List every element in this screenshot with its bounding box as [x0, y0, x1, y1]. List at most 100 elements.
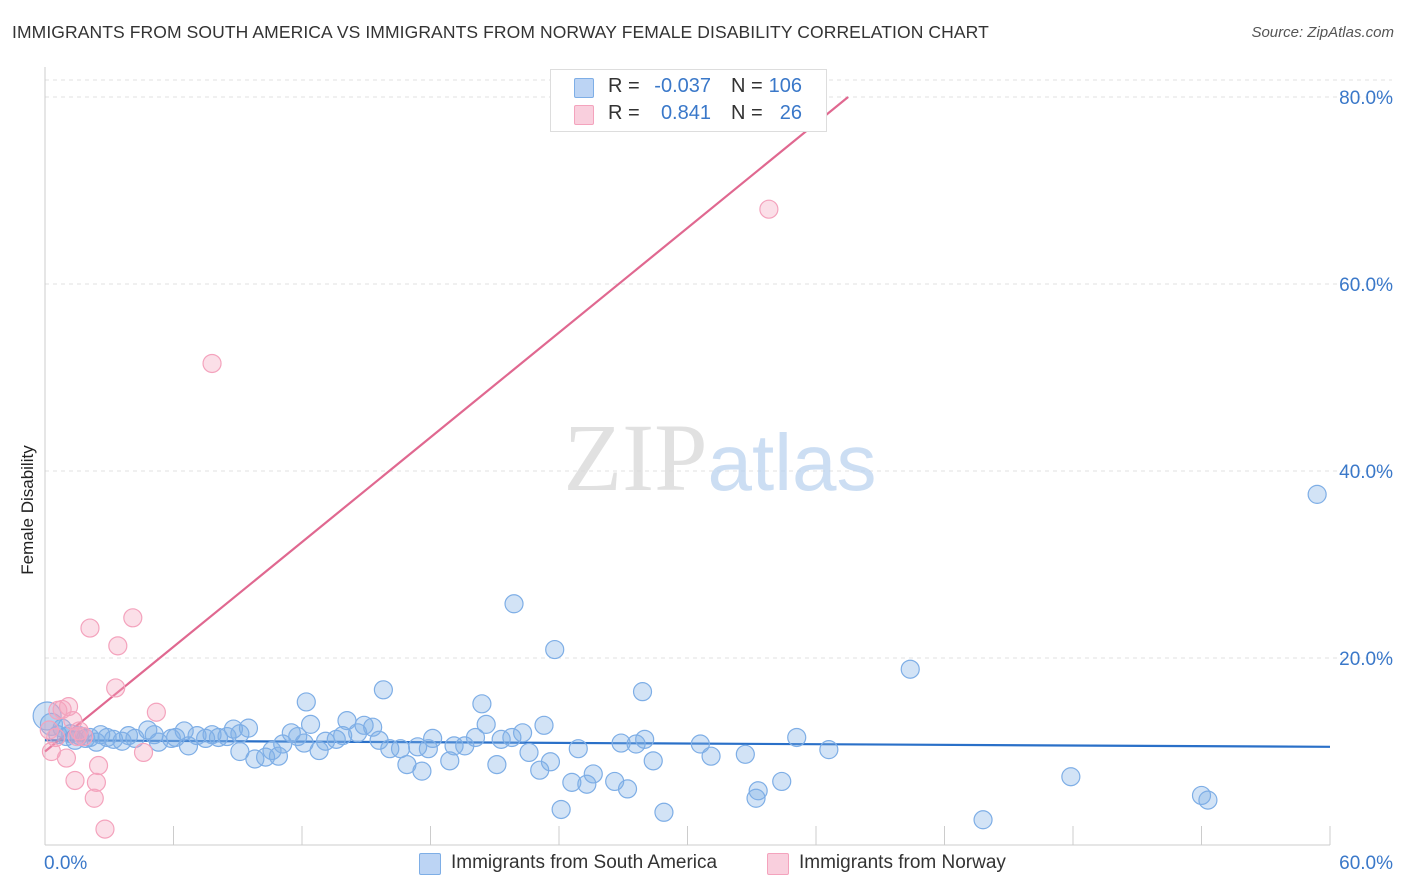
chart-source: Source: ZipAtlas.com [1251, 24, 1394, 41]
watermark-zip: ZIP [564, 404, 708, 511]
legend-r-label: R = [608, 102, 640, 124]
trendline-norway [44, 96, 849, 753]
point-south-america [504, 594, 524, 614]
point-norway [133, 742, 154, 763]
point-south-america [174, 721, 194, 741]
point-norway [108, 636, 128, 656]
point-norway [759, 199, 779, 219]
legend-row-norway: R = 0.841 N = 26 [551, 101, 826, 127]
legend-r-label: R = [608, 75, 640, 97]
chart-title: IMMIGRANTS FROM SOUTH AMERICA VS IMMIGRA… [12, 22, 989, 42]
trendline-south-america [44, 739, 1331, 748]
point-south-america [423, 728, 443, 749]
point-norway [146, 702, 166, 722]
point-south-america [440, 751, 460, 771]
point-south-america [534, 715, 554, 735]
legend-swatch-pink [574, 105, 594, 125]
point-south-america [300, 714, 321, 734]
point-south-america [418, 739, 438, 759]
point-norway [65, 770, 85, 791]
correlation-legend: R = -0.037 N = 106 R = 0.841 N = 26 [550, 69, 827, 132]
point-south-america [412, 761, 432, 781]
bottom-legend-swatch-blue [419, 853, 441, 875]
point-south-america [380, 739, 400, 759]
point-south-america [551, 799, 571, 820]
point-south-america [487, 754, 507, 775]
bottom-legend-swatch-pink [767, 853, 789, 875]
y-tick-label: 40.0% [1339, 462, 1393, 483]
watermark: ZIPatlas [564, 404, 877, 511]
point-south-america [819, 740, 839, 760]
point-norway [84, 788, 104, 808]
point-south-america [472, 694, 492, 714]
point-south-america [632, 682, 653, 702]
point-south-america [512, 723, 533, 743]
legend-swatch-blue [574, 78, 594, 98]
point-south-america [643, 751, 663, 771]
legend-row-south-america: R = -0.037 N = 106 [551, 74, 826, 100]
point-south-america [973, 810, 993, 830]
point-norway [73, 726, 94, 747]
point-south-america [772, 771, 792, 792]
bottom-legend-south-america: Immigrants from South America [419, 852, 749, 876]
point-south-america [1061, 767, 1081, 787]
point-norway [39, 720, 59, 740]
point-south-america [333, 726, 353, 746]
legend-n-label: N = [731, 102, 763, 124]
y-tick-labels: 20.0% 40.0% 60.0% 80.0% [1339, 88, 1393, 670]
legend-n-value: 106 [768, 75, 802, 97]
point-norway [106, 678, 126, 698]
point-norway [202, 353, 222, 374]
point-south-america [654, 802, 674, 822]
point-south-america [476, 714, 496, 734]
point-south-america [444, 736, 464, 756]
legend-n-value: 26 [779, 102, 802, 124]
bottom-legend-label: Immigrants from Norway [799, 852, 1006, 873]
x-tick-label-min: 0.0% [44, 853, 88, 874]
point-south-america [540, 752, 561, 772]
point-south-america [787, 727, 807, 748]
grid-layer [45, 79, 1392, 659]
point-south-america [735, 744, 755, 764]
point-norway [86, 772, 107, 792]
point-south-america [701, 746, 721, 766]
legend-r-value: 0.841 [660, 102, 711, 124]
points-layer [32, 199, 1327, 839]
point-norway [80, 618, 100, 638]
bottom-legend-norway: Immigrants from Norway [767, 852, 1047, 876]
point-south-america [562, 772, 582, 792]
point-norway [56, 748, 77, 768]
y-tick-label: 80.0% [1339, 88, 1393, 109]
y-axis-label: Female Disability [18, 445, 37, 575]
point-south-america [502, 727, 522, 748]
point-norway [123, 608, 143, 628]
point-south-america [373, 680, 393, 700]
point-south-america [238, 718, 259, 738]
y-tick-label: 60.0% [1339, 275, 1393, 296]
legend-r-value: -0.037 [654, 75, 711, 97]
y-axis-label-wrap: Female Disability [16, 360, 40, 660]
point-south-america [690, 734, 710, 754]
point-norway [46, 727, 66, 748]
bottom-legend-label: Immigrants from South America [451, 852, 718, 873]
trend-layer [44, 96, 1331, 753]
x-tick-label-max: 60.0% [1339, 853, 1393, 874]
point-south-america [309, 740, 329, 761]
point-south-america [1307, 484, 1327, 504]
point-south-america [617, 779, 638, 799]
point-south-america [583, 764, 603, 784]
point-south-america [900, 659, 920, 679]
point-norway [95, 819, 115, 839]
point-south-america [268, 746, 289, 766]
point-south-america [348, 723, 368, 743]
point-norway [63, 711, 83, 731]
point-south-america [611, 733, 631, 753]
point-south-america [1198, 790, 1218, 810]
point-south-america [568, 739, 588, 759]
y-tick-label: 20.0% [1339, 649, 1393, 670]
point-south-america [746, 788, 766, 808]
legend-n-label: N = [731, 75, 763, 97]
point-south-america [465, 727, 486, 748]
point-south-america [545, 639, 565, 660]
